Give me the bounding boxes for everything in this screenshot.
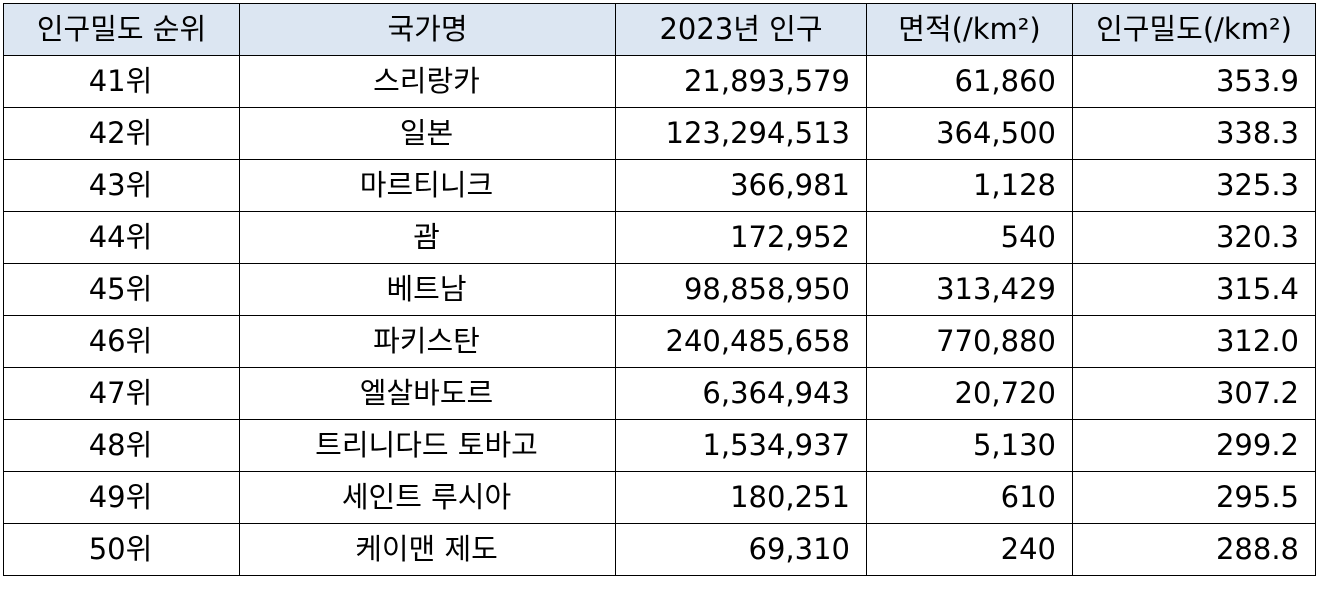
cell-density: 315.4 xyxy=(1072,263,1316,316)
cell-density: 295.5 xyxy=(1072,471,1316,524)
table-row: 45위 베트남 98,858,950 313,429 315.4 xyxy=(3,263,1316,316)
table-row: 44위 괌 172,952 540 320.3 xyxy=(3,211,1316,264)
cell-area: 540 xyxy=(866,211,1073,264)
cell-population: 69,310 xyxy=(615,523,867,576)
cell-rank: 45위 xyxy=(3,263,240,316)
cell-population: 21,893,579 xyxy=(615,55,867,108)
cell-density: 312.0 xyxy=(1072,315,1316,368)
table-row: 49위 세인트 루시아 180,251 610 295.5 xyxy=(3,471,1316,524)
cell-population: 172,952 xyxy=(615,211,867,264)
cell-population: 98,858,950 xyxy=(615,263,867,316)
table-row: 43위 마르티니크 366,981 1,128 325.3 xyxy=(3,159,1316,212)
cell-country: 마르티니크 xyxy=(239,159,616,212)
cell-rank: 47위 xyxy=(3,367,240,420)
table-row: 47위 엘살바도르 6,364,943 20,720 307.2 xyxy=(3,367,1316,420)
cell-area: 364,500 xyxy=(866,107,1073,160)
cell-density: 288.8 xyxy=(1072,523,1316,576)
cell-area: 20,720 xyxy=(866,367,1073,420)
table-body: 41위 스리랑카 21,893,579 61,860 353.9 42위 일본 123,294… xyxy=(3,55,1316,576)
cell-density: 299.2 xyxy=(1072,419,1316,472)
cell-density: 325.3 xyxy=(1072,159,1316,212)
cell-density: 307.2 xyxy=(1072,367,1316,420)
header-area: 면적(/km²) xyxy=(866,3,1073,56)
cell-population: 123,294,513 xyxy=(615,107,867,160)
cell-area: 1,128 xyxy=(866,159,1073,212)
cell-country: 트리니다드 토바고 xyxy=(239,419,616,472)
cell-area: 770,880 xyxy=(866,315,1073,368)
cell-rank: 50위 xyxy=(3,523,240,576)
table-row: 42위 일본 123,294,513 364,500 338.3 xyxy=(3,107,1316,160)
cell-country: 엘살바도르 xyxy=(239,367,616,420)
cell-rank: 49위 xyxy=(3,471,240,524)
cell-population: 240,485,658 xyxy=(615,315,867,368)
cell-area: 313,429 xyxy=(866,263,1073,316)
population-density-table: 인구밀도 순위 국가명 2023년 인구 면적(/km²) 인구밀도(/km²)… xyxy=(3,3,1316,576)
table-row: 48위 트리니다드 토바고 1,534,937 5,130 299.2 xyxy=(3,419,1316,472)
cell-country: 스리랑카 xyxy=(239,55,616,108)
header-density: 인구밀도(/km²) xyxy=(1072,3,1316,56)
cell-rank: 48위 xyxy=(3,419,240,472)
cell-area: 610 xyxy=(866,471,1073,524)
table-row: 46위 파키스탄 240,485,658 770,880 312.0 xyxy=(3,315,1316,368)
cell-country: 일본 xyxy=(239,107,616,160)
cell-area: 240 xyxy=(866,523,1073,576)
cell-population: 1,534,937 xyxy=(615,419,867,472)
table-header: 인구밀도 순위 국가명 2023년 인구 면적(/km²) 인구밀도(/km²) xyxy=(3,3,1316,56)
header-country: 국가명 xyxy=(239,3,616,56)
cell-area: 5,130 xyxy=(866,419,1073,472)
header-rank: 인구밀도 순위 xyxy=(3,3,240,56)
cell-country: 베트남 xyxy=(239,263,616,316)
cell-rank: 46위 xyxy=(3,315,240,368)
cell-rank: 41위 xyxy=(3,55,240,108)
cell-population: 366,981 xyxy=(615,159,867,212)
cell-population: 180,251 xyxy=(615,471,867,524)
header-row: 인구밀도 순위 국가명 2023년 인구 면적(/km²) 인구밀도(/km²) xyxy=(3,3,1316,56)
header-population: 2023년 인구 xyxy=(615,3,867,56)
cell-rank: 43위 xyxy=(3,159,240,212)
cell-rank: 44위 xyxy=(3,211,240,264)
cell-rank: 42위 xyxy=(3,107,240,160)
cell-density: 320.3 xyxy=(1072,211,1316,264)
cell-area: 61,860 xyxy=(866,55,1073,108)
table-row: 41위 스리랑카 21,893,579 61,860 353.9 xyxy=(3,55,1316,108)
cell-country: 파키스탄 xyxy=(239,315,616,368)
cell-population: 6,364,943 xyxy=(615,367,867,420)
cell-country: 케이맨 제도 xyxy=(239,523,616,576)
cell-country: 괌 xyxy=(239,211,616,264)
cell-country: 세인트 루시아 xyxy=(239,471,616,524)
table-row: 50위 케이맨 제도 69,310 240 288.8 xyxy=(3,523,1316,576)
cell-density: 338.3 xyxy=(1072,107,1316,160)
cell-density: 353.9 xyxy=(1072,55,1316,108)
